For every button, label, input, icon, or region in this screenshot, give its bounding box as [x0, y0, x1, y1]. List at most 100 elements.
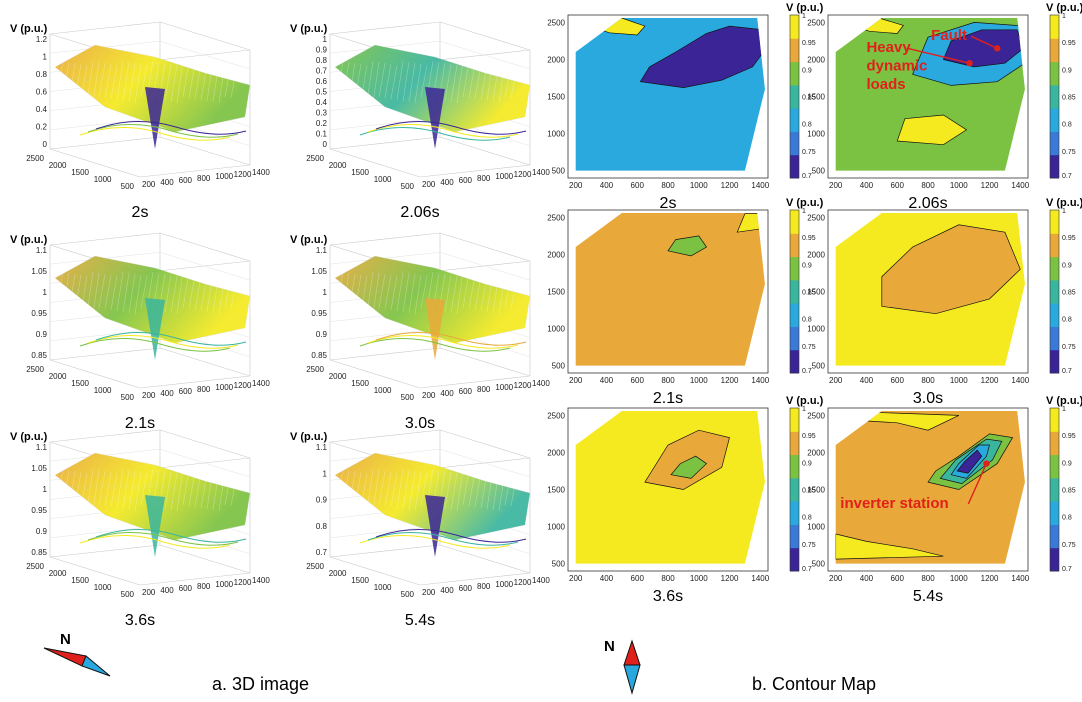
surface-mesh-line — [176, 468, 184, 512]
y-tick-label: 2000 — [547, 250, 565, 259]
x-tick-label: 1200 — [234, 170, 252, 179]
x-tick-label: 800 — [197, 385, 211, 394]
surface-mesh-line — [176, 60, 184, 104]
z-tick-label: 0.8 — [36, 70, 48, 79]
colorbar-frame — [789, 407, 800, 572]
surface-mesh-line — [414, 471, 422, 512]
surface-mesh-line — [408, 470, 416, 511]
colorbar-tick-label: 0.75 — [1062, 149, 1076, 156]
x-tick-label: 400 — [600, 376, 614, 385]
surface-mesh-line — [396, 271, 404, 312]
contour-fill-group — [575, 410, 765, 564]
y-tick-label: 500 — [552, 167, 566, 176]
surface-mesh-line — [348, 62, 356, 100]
colorbar-tick-label: 0.7 — [1062, 173, 1072, 180]
surface-mesh-line — [74, 274, 82, 312]
surface-mesh-line — [420, 472, 428, 506]
contour-panel: 200 400 600 800 1000 1200 14002500200015001000… — [547, 395, 823, 605]
z-tick-label: 1.2 — [36, 35, 48, 44]
surface-mesh-line — [354, 63, 362, 101]
surface-mesh-line — [128, 470, 136, 511]
y-tick-label: 1000 — [94, 175, 112, 184]
x-tick-label: 600 — [459, 176, 473, 185]
gridline — [439, 251, 531, 281]
time-label: 5.4s — [405, 612, 435, 629]
gridline — [159, 251, 251, 281]
x-tick-label: 200 — [422, 588, 436, 597]
z-axis-label: V (p.u.) — [10, 23, 48, 35]
surface-mesh-line — [384, 63, 392, 99]
surface-mesh-line — [194, 471, 202, 508]
x-tick-label: 1400 — [1011, 181, 1029, 190]
surface-mesh-line — [402, 61, 410, 102]
z-tick-label: 1.1 — [36, 246, 48, 255]
y-tick-label: 500 — [121, 590, 135, 599]
z-axis-label: V (p.u.) — [290, 431, 328, 443]
surface-mesh-line — [164, 63, 172, 102]
floor-contour-line — [359, 127, 511, 141]
surface-mesh-line — [122, 469, 130, 510]
x-tick-label: 200 — [422, 180, 436, 189]
colorbar-label: V (p.u.) — [1046, 197, 1082, 209]
surface-mesh-line — [194, 274, 202, 311]
y-tick-label: 1000 — [807, 523, 825, 532]
surface-mesh-line — [354, 471, 362, 509]
x-tick-label: 400 — [860, 181, 874, 190]
x-tick-label: 200 — [569, 181, 583, 190]
contour-panel: 200 400 600 800 1000 1200 14002500200015001000… — [547, 197, 823, 407]
z-tick-label: 1 — [43, 288, 48, 297]
surface-mesh-line — [188, 470, 196, 507]
surface-mesh-line — [510, 275, 518, 310]
surface-mesh-line — [98, 273, 106, 309]
y-tick-label: 500 — [812, 362, 826, 371]
colorbar-tick-label: 0.7 — [802, 368, 812, 375]
colorbar-segment — [1050, 501, 1059, 525]
surface-mesh-line — [134, 471, 142, 512]
annotation-label: dynamic — [866, 58, 927, 75]
colorbar-tick-label: 1 — [1062, 208, 1066, 215]
colorbar-segment — [1050, 408, 1059, 432]
annotation-marker — [994, 45, 1001, 52]
time-label: 2s — [660, 195, 677, 212]
z-tick-label: 0.95 — [31, 309, 47, 318]
x-tick-label: 1400 — [252, 576, 270, 585]
contour-panels: 200 400 600 800 1000 1200 14002500200015001000… — [547, 2, 1082, 605]
surface-mesh-line — [498, 470, 506, 512]
z-tick-label: 1 — [43, 485, 48, 494]
surface-mesh-line — [414, 63, 422, 104]
colorbar-tick-label: 0.95 — [1062, 40, 1076, 47]
surface-mesh-line — [498, 62, 506, 104]
x-tick-label: 1400 — [1011, 376, 1029, 385]
colorbar-tick-label: 0.9 — [1062, 262, 1072, 269]
surface-mesh-line — [510, 472, 518, 507]
contour-region — [835, 533, 944, 560]
annotation-label: Heavy — [866, 39, 911, 56]
y-tick-label: 1000 — [94, 583, 112, 592]
x-tick-label: 400 — [440, 586, 454, 595]
colorbar-tick-label: 0.7 — [802, 173, 812, 180]
x-tick-label: 1200 — [981, 574, 999, 583]
surface-mesh-line — [104, 63, 112, 99]
surface-mesh-line — [348, 470, 356, 508]
surface-mesh-line — [396, 60, 404, 101]
y-tick-label: 2500 — [26, 154, 44, 163]
contour-region — [896, 114, 968, 146]
surface-mesh-line — [182, 469, 190, 506]
time-label: 2.06s — [400, 204, 439, 221]
surface-mesh-line — [62, 61, 70, 99]
colorbar-segment — [790, 547, 799, 572]
colorbar-tick-label: 0.85 — [1062, 95, 1076, 102]
surface-panel: V (p.u.)1.1 1.05 1 0.95 0.9 0.85 2500 2000 1500 1… — [10, 429, 270, 629]
y-tick-label: 1500 — [71, 379, 89, 388]
surface-mesh-line — [360, 472, 368, 510]
colorbar-tick-label: 0.8 — [802, 317, 812, 324]
x-tick-label: 400 — [160, 178, 174, 187]
x-tick-label: 800 — [661, 181, 675, 190]
x-tick-label: 1400 — [532, 576, 550, 585]
z-tick-label: 1 — [43, 53, 48, 62]
surface-mesh-line — [354, 274, 362, 312]
z-tick-label: 0 — [323, 140, 328, 149]
surface-mesh-line — [110, 64, 118, 100]
surface-mesh-line — [408, 62, 416, 103]
surface-mesh-line — [218, 273, 226, 315]
